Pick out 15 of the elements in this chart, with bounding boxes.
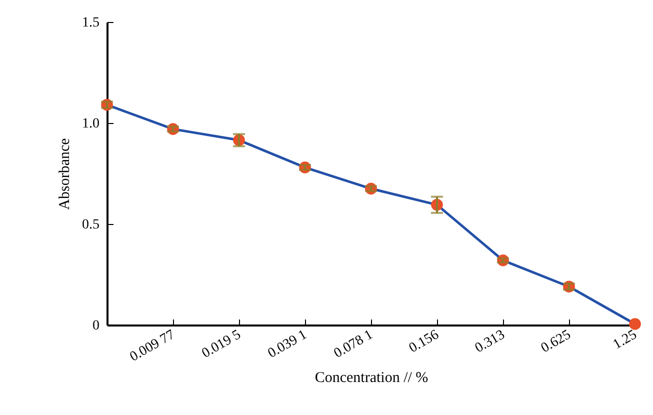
x-tick-label: 0.009 77 bbox=[128, 327, 178, 365]
y-tick-label: 1.0 bbox=[82, 116, 100, 132]
y-tick-label: 1.5 bbox=[82, 16, 100, 30]
y-tick-label: 0 bbox=[92, 318, 100, 334]
y-axis-title: Absorbance bbox=[57, 138, 73, 210]
x-tick-label: 0.019 5 bbox=[200, 327, 244, 362]
x-axis-title: Concentration // % bbox=[314, 370, 428, 386]
x-tick-label: 1.25 bbox=[610, 327, 640, 353]
x-tick-label: 0.313 bbox=[472, 327, 508, 356]
x-tick-label: 0.039 1 bbox=[266, 327, 310, 362]
x-tick-label: 0.625 bbox=[538, 327, 574, 356]
point bbox=[629, 318, 641, 330]
x-tick-label: 0.078 1 bbox=[332, 327, 376, 362]
x-tick-label: 0.156 bbox=[406, 327, 442, 356]
y-tick-label: 0.5 bbox=[82, 218, 100, 232]
